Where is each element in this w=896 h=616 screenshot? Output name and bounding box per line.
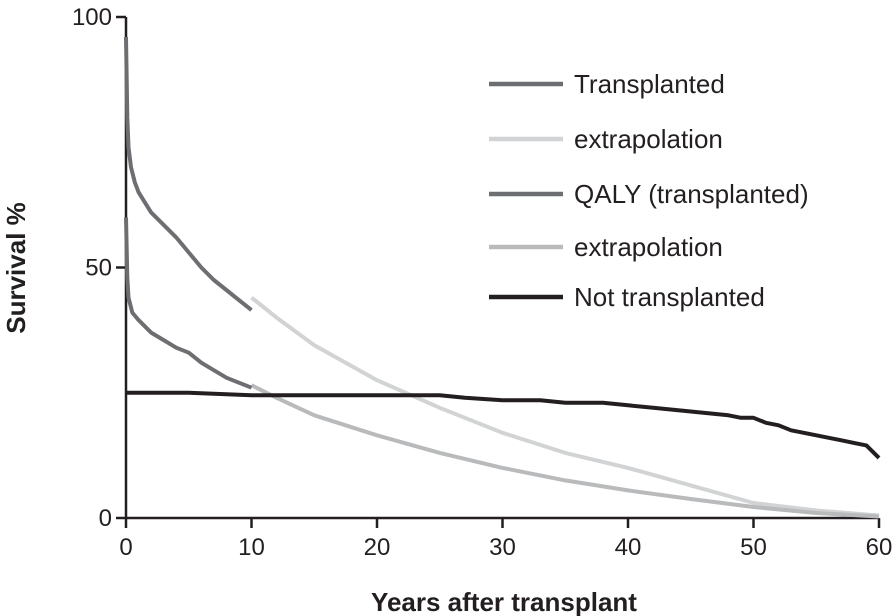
series-line-qaly-transplanted-2	[124, 217, 253, 390]
x-tick-label: 50	[740, 534, 767, 561]
axes: 0 50 100 0 10 20 30 40 50 60	[72, 4, 892, 561]
legend: Transplanted extrapolation QALY (transplan…	[489, 69, 809, 312]
x-tick-label: 60	[866, 534, 893, 561]
y-tick-label: 50	[85, 255, 112, 282]
y-tick-label: 100	[72, 4, 112, 31]
x-tick-label: 0	[119, 534, 132, 561]
series-layer	[124, 36, 881, 519]
legend-label: extrapolation	[574, 124, 723, 154]
x-tick-label: 30	[489, 534, 516, 561]
x-tick-label: 40	[615, 534, 642, 561]
series-line-extrapolation-1	[250, 296, 880, 518]
series-line-not-transplanted-4	[126, 390, 881, 460]
legend-label: QALY (transplanted)	[574, 179, 809, 209]
x-tick-label: 10	[238, 534, 265, 561]
series-line-transplanted-0	[124, 36, 253, 312]
y-axis-title: Survival %	[1, 202, 31, 334]
x-tick-label: 20	[364, 534, 391, 561]
legend-label: extrapolation	[574, 232, 723, 262]
series-line-extrapolation-3	[250, 383, 880, 519]
y-tick-label: 0	[99, 505, 112, 532]
legend-label: Not transplanted	[574, 282, 765, 312]
legend-label: Transplanted	[574, 69, 725, 99]
x-axis-title: Years after transplant	[371, 587, 637, 616]
